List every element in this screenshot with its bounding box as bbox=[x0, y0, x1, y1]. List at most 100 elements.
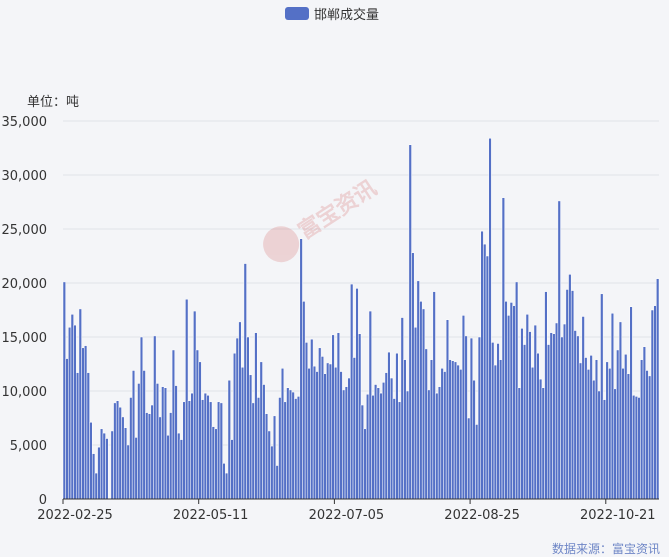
bar[interactable] bbox=[483, 243, 487, 500]
bar[interactable] bbox=[477, 336, 481, 500]
bar[interactable] bbox=[650, 309, 654, 500]
bar[interactable] bbox=[347, 377, 351, 500]
bar[interactable] bbox=[62, 281, 66, 500]
bar[interactable] bbox=[560, 336, 564, 500]
bar[interactable] bbox=[123, 427, 128, 500]
bar[interactable] bbox=[589, 355, 593, 500]
bar[interactable] bbox=[467, 417, 471, 500]
bar[interactable] bbox=[602, 399, 607, 500]
bar[interactable] bbox=[352, 357, 356, 500]
bar[interactable] bbox=[616, 349, 620, 500]
bar[interactable] bbox=[158, 416, 162, 500]
bar[interactable] bbox=[288, 389, 293, 500]
bar[interactable] bbox=[512, 305, 516, 500]
bar[interactable] bbox=[230, 439, 234, 500]
bar[interactable] bbox=[613, 388, 617, 500]
bar[interactable] bbox=[618, 321, 623, 500]
bar[interactable] bbox=[89, 422, 93, 500]
bar[interactable] bbox=[453, 361, 458, 500]
bar[interactable] bbox=[222, 463, 226, 500]
bar[interactable] bbox=[65, 358, 69, 500]
bar[interactable] bbox=[115, 400, 120, 500]
bar[interactable] bbox=[267, 430, 271, 500]
bar[interactable] bbox=[360, 404, 364, 500]
bar[interactable] bbox=[331, 334, 335, 500]
bar[interactable] bbox=[400, 317, 404, 500]
bar[interactable] bbox=[493, 364, 497, 500]
bar[interactable] bbox=[562, 323, 567, 500]
bar[interactable] bbox=[249, 374, 253, 500]
bar[interactable] bbox=[126, 444, 130, 500]
bar[interactable] bbox=[299, 238, 303, 500]
bar[interactable] bbox=[597, 390, 601, 500]
bar[interactable] bbox=[382, 382, 386, 500]
bar[interactable] bbox=[629, 306, 633, 500]
bar[interactable] bbox=[366, 393, 370, 500]
bar[interactable] bbox=[139, 336, 144, 500]
bar[interactable] bbox=[97, 446, 101, 500]
bar[interactable] bbox=[424, 348, 428, 500]
bar[interactable] bbox=[163, 387, 168, 500]
bar[interactable] bbox=[432, 291, 436, 500]
bar[interactable] bbox=[118, 406, 122, 500]
bar[interactable] bbox=[246, 336, 250, 500]
bar[interactable] bbox=[408, 144, 412, 500]
bar[interactable] bbox=[320, 356, 324, 500]
bar[interactable] bbox=[621, 368, 625, 500]
bar[interactable] bbox=[642, 346, 646, 500]
bar[interactable] bbox=[150, 404, 154, 500]
bar[interactable] bbox=[491, 342, 495, 500]
bar[interactable] bbox=[539, 378, 543, 500]
bar[interactable] bbox=[193, 310, 197, 500]
bar[interactable] bbox=[243, 263, 247, 500]
bar[interactable] bbox=[275, 465, 279, 500]
bar[interactable] bbox=[368, 310, 372, 500]
bar[interactable] bbox=[100, 428, 104, 500]
bar[interactable] bbox=[573, 330, 577, 500]
bar[interactable] bbox=[640, 359, 644, 500]
bar[interactable] bbox=[209, 401, 213, 500]
bar[interactable] bbox=[264, 413, 269, 500]
bar[interactable] bbox=[427, 389, 431, 500]
bar[interactable] bbox=[344, 386, 348, 500]
bar[interactable] bbox=[211, 426, 215, 500]
bar[interactable] bbox=[155, 383, 160, 500]
bar[interactable] bbox=[451, 360, 455, 500]
bar[interactable] bbox=[517, 387, 521, 500]
bar[interactable] bbox=[185, 298, 189, 500]
bar[interactable] bbox=[480, 230, 484, 500]
bar[interactable] bbox=[445, 319, 450, 500]
bar[interactable] bbox=[586, 369, 591, 500]
bar[interactable] bbox=[203, 392, 207, 500]
bar[interactable] bbox=[387, 351, 391, 500]
bar[interactable] bbox=[312, 365, 317, 500]
bar[interactable] bbox=[384, 372, 388, 500]
bar[interactable] bbox=[472, 379, 476, 500]
bar[interactable] bbox=[413, 327, 418, 500]
bar[interactable] bbox=[105, 438, 109, 500]
bar[interactable] bbox=[291, 391, 295, 500]
bar[interactable] bbox=[94, 472, 98, 500]
bar[interactable] bbox=[310, 338, 314, 500]
bar[interactable] bbox=[645, 370, 649, 500]
bar[interactable] bbox=[557, 200, 561, 500]
bar[interactable] bbox=[549, 332, 553, 500]
bar[interactable] bbox=[608, 368, 612, 500]
bar[interactable] bbox=[371, 395, 375, 500]
bar[interactable] bbox=[166, 435, 170, 500]
bar[interactable] bbox=[227, 379, 231, 500]
bar[interactable] bbox=[259, 361, 263, 500]
bar[interactable] bbox=[624, 354, 628, 500]
bar[interactable] bbox=[461, 315, 466, 500]
bar[interactable] bbox=[307, 368, 311, 500]
bar[interactable] bbox=[632, 395, 636, 500]
bar[interactable] bbox=[376, 387, 380, 500]
bar[interactable] bbox=[637, 397, 641, 500]
bar[interactable] bbox=[336, 332, 340, 500]
bar[interactable] bbox=[456, 364, 460, 500]
bar[interactable] bbox=[233, 352, 237, 500]
bar[interactable] bbox=[147, 413, 152, 500]
bar[interactable] bbox=[68, 327, 72, 500]
bar[interactable] bbox=[174, 385, 178, 500]
bar[interactable] bbox=[302, 301, 306, 500]
